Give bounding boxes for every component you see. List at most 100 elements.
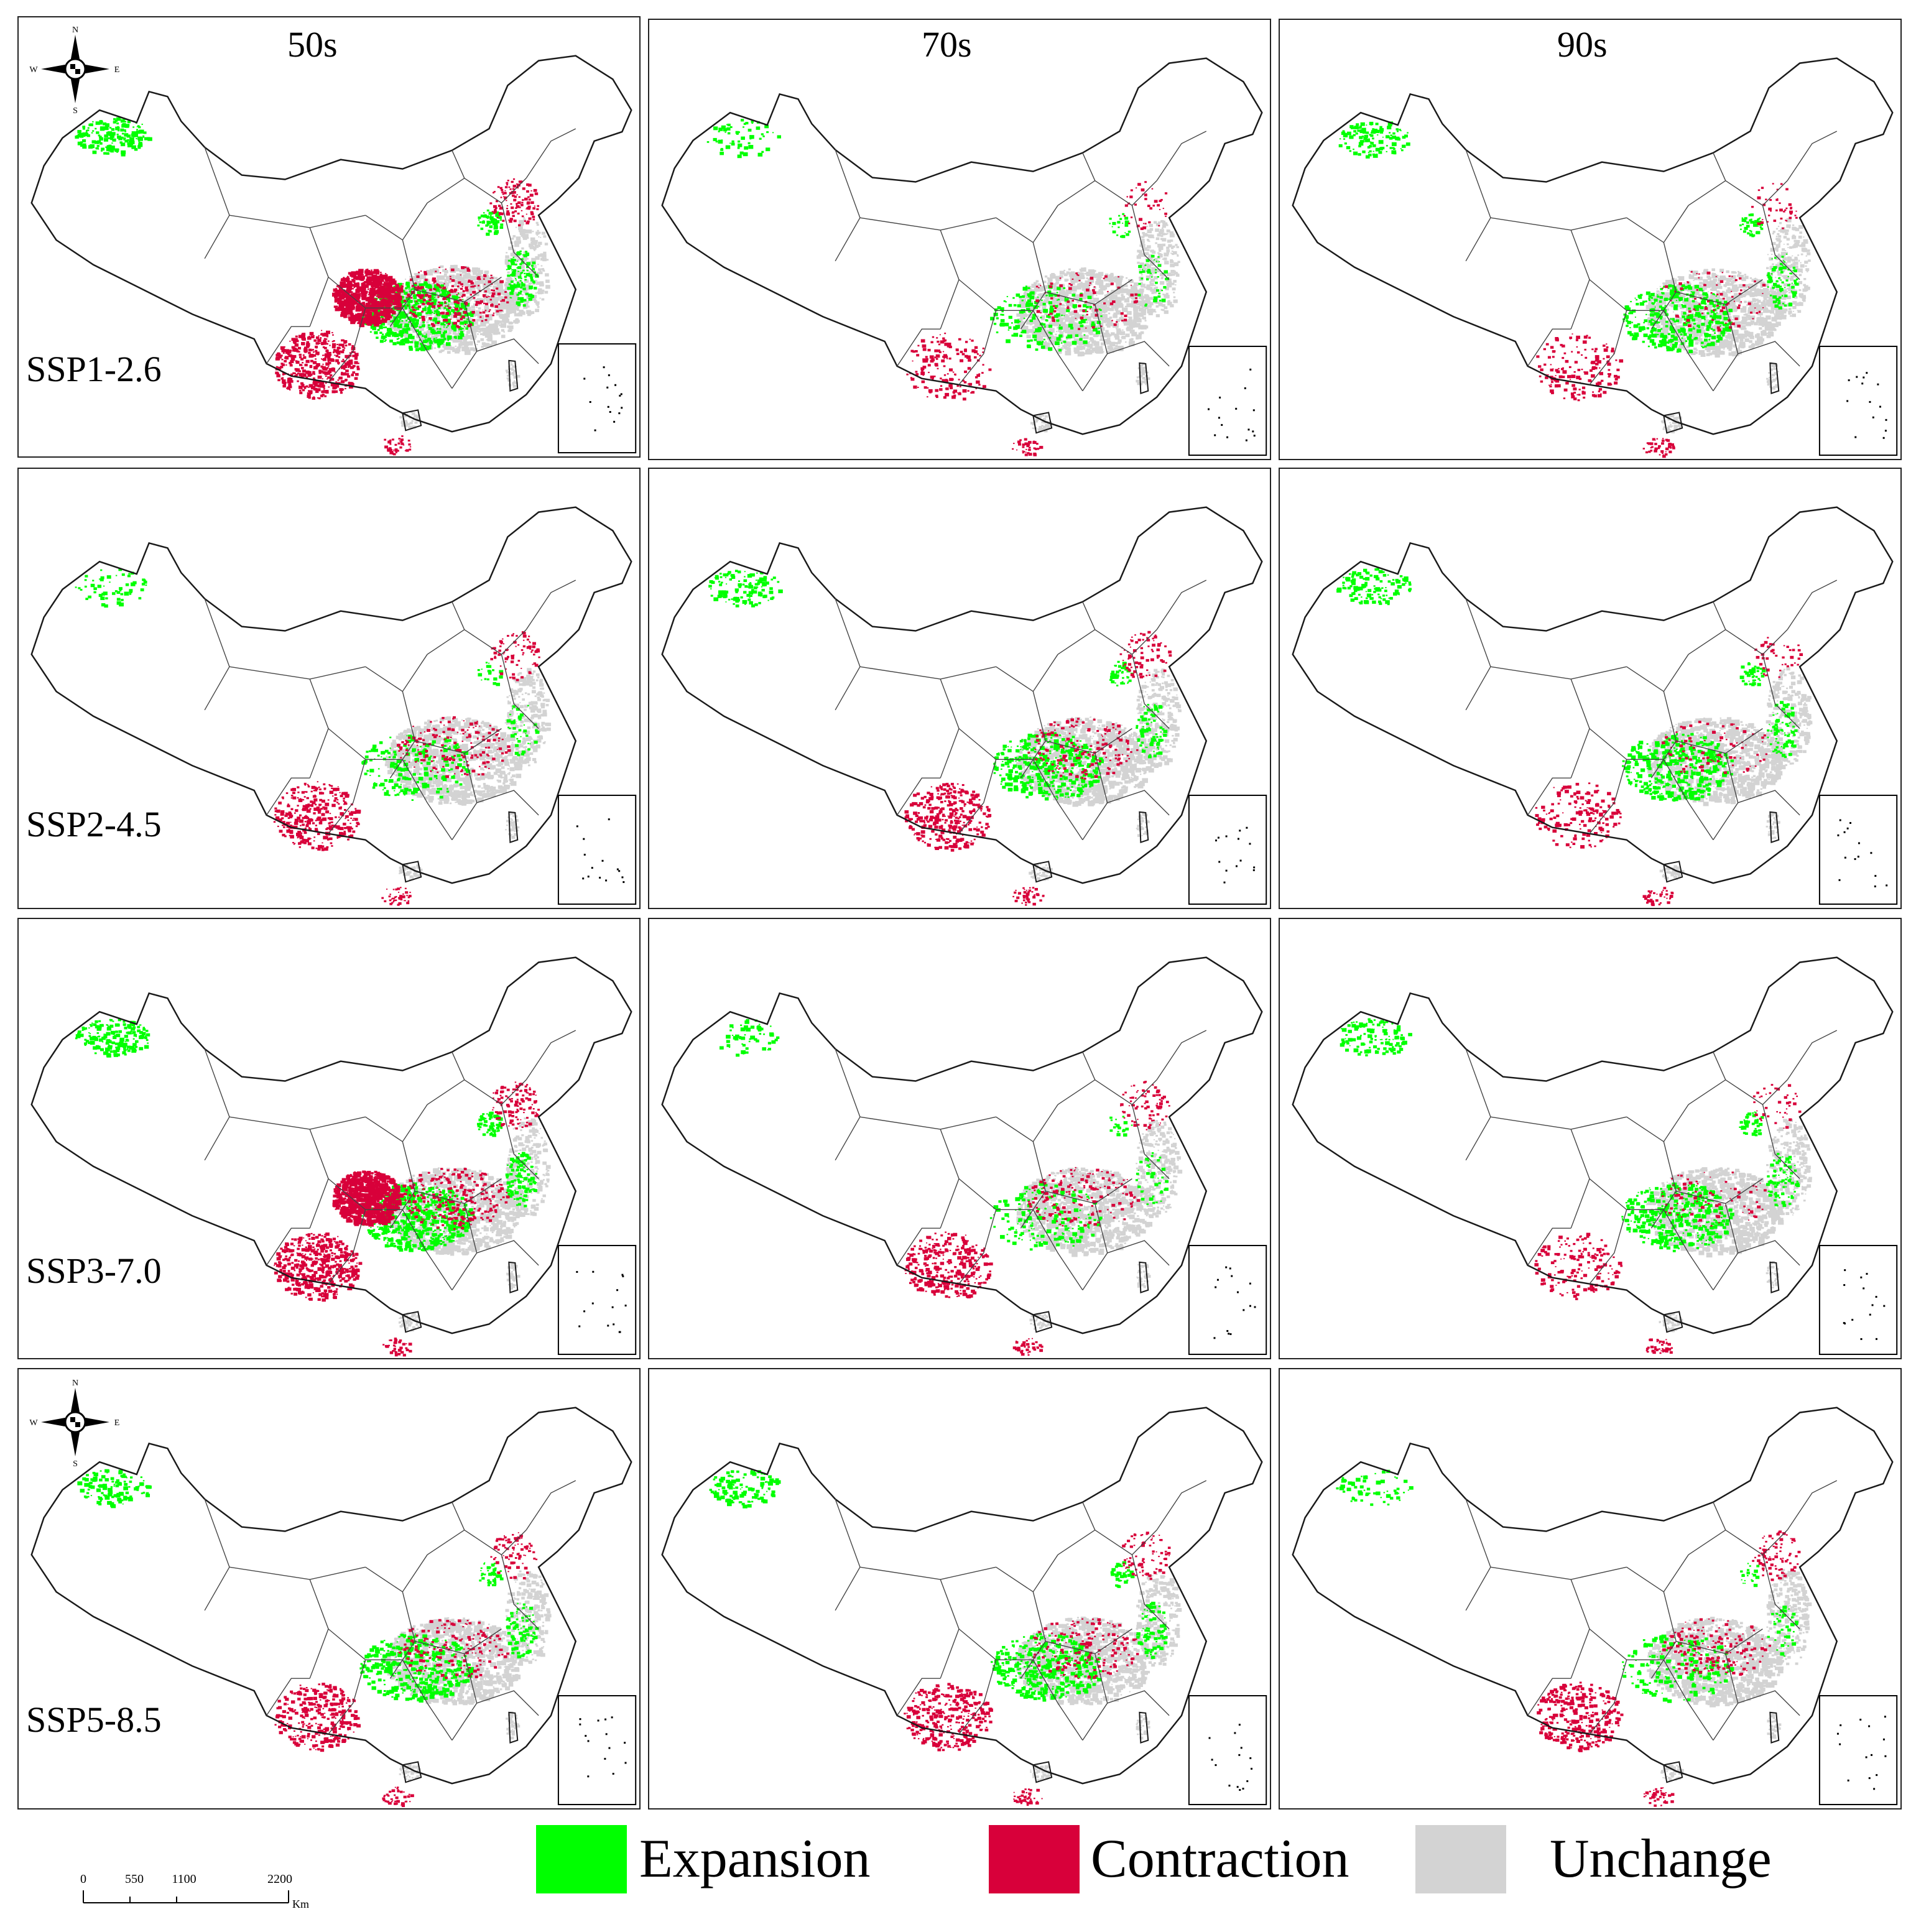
distribution-patch — [460, 302, 465, 306]
distribution-patch — [541, 231, 546, 235]
distribution-patch — [402, 320, 408, 325]
distribution-patch — [368, 294, 369, 295]
distribution-patch — [512, 292, 516, 295]
distribution-patch — [419, 292, 424, 296]
distribution-patch — [1061, 340, 1063, 342]
distribution-patch — [394, 299, 399, 303]
distribution-patch — [523, 298, 527, 302]
distribution-patch — [354, 377, 358, 380]
distribution-patch — [387, 289, 392, 293]
distribution-patch — [341, 339, 344, 342]
distribution-patch — [1078, 325, 1085, 330]
distribution-patch — [526, 284, 530, 287]
distribution-patch — [1114, 348, 1117, 351]
distribution-patch — [537, 254, 541, 257]
distribution-patch — [544, 243, 548, 246]
distribution-patch — [521, 283, 525, 287]
distribution-patch — [458, 293, 460, 295]
distribution-patch — [513, 220, 517, 223]
distribution-patch — [514, 298, 518, 302]
distribution-patch — [414, 273, 417, 275]
distribution-patch — [522, 187, 525, 190]
distribution-patch — [305, 385, 308, 388]
distribution-patch — [1156, 269, 1161, 272]
distribution-patch — [446, 313, 450, 317]
distribution-patch — [353, 285, 356, 288]
distribution-patch — [398, 331, 400, 333]
distribution-patch — [91, 140, 96, 144]
distribution-patch — [498, 279, 501, 281]
distribution-patch — [406, 413, 409, 415]
distribution-patch — [427, 330, 433, 336]
distribution-patch — [431, 339, 433, 341]
distribution-patch — [1081, 327, 1088, 333]
distribution-patch — [1068, 307, 1071, 310]
distribution-patch — [96, 131, 100, 134]
distribution-patch — [389, 287, 391, 290]
distribution-patch — [326, 352, 331, 356]
distribution-patch — [412, 304, 415, 306]
distribution-patch — [504, 314, 508, 317]
distribution-patch — [80, 144, 84, 147]
province-border — [402, 308, 453, 389]
distribution-patch — [304, 363, 308, 367]
distribution-patch — [517, 303, 521, 307]
distribution-patch — [528, 198, 531, 201]
distribution-patch — [392, 342, 397, 346]
distribution-patch — [1005, 301, 1007, 303]
distribution-patch — [538, 241, 542, 245]
distribution-patch — [125, 124, 129, 128]
distribution-patch — [1083, 325, 1088, 329]
distribution-patch — [498, 205, 501, 207]
distribution-patch — [1090, 349, 1095, 353]
distribution-patch — [494, 320, 500, 325]
distribution-patch — [1022, 313, 1025, 315]
distribution-patch — [403, 300, 407, 302]
distribution-patch — [409, 346, 413, 349]
distribution-patch — [534, 287, 537, 290]
distribution-patch — [1083, 290, 1089, 295]
distribution-patch — [1139, 253, 1143, 256]
distribution-patch — [422, 318, 425, 321]
distribution-patch — [421, 315, 425, 319]
distribution-patch — [95, 121, 100, 125]
distribution-patch — [472, 319, 476, 322]
distribution-patch — [512, 188, 515, 190]
distribution-patch — [1020, 325, 1025, 329]
distribution-patch — [335, 305, 338, 308]
distribution-patch — [1061, 314, 1063, 317]
distribution-patch — [485, 270, 489, 274]
distribution-patch — [355, 356, 358, 358]
distribution-patch — [147, 137, 150, 140]
distribution-patch — [394, 443, 397, 446]
distribution-patch — [437, 320, 441, 323]
distribution-patch — [1142, 231, 1145, 234]
distribution-patch — [1088, 317, 1090, 318]
distribution-patch — [462, 280, 466, 283]
distribution-patch — [516, 298, 521, 303]
distribution-patch — [365, 284, 368, 286]
distribution-patch — [1142, 313, 1146, 316]
distribution-patch — [539, 297, 541, 299]
distribution-patch — [354, 284, 360, 287]
distribution-patch — [290, 379, 293, 382]
distribution-patch — [1084, 272, 1086, 275]
distribution-patch — [338, 302, 343, 307]
distribution-patch — [484, 319, 488, 321]
distribution-patch — [399, 342, 403, 346]
distribution-patch — [412, 287, 416, 290]
distribution-patch — [470, 285, 473, 288]
distribution-patch — [382, 326, 386, 328]
distribution-patch — [511, 206, 514, 210]
distribution-patch — [1136, 334, 1142, 340]
distribution-patch — [132, 126, 135, 128]
distribution-patch — [395, 289, 397, 291]
island-dot — [620, 393, 622, 395]
distribution-patch — [443, 273, 447, 276]
distribution-patch — [540, 253, 545, 257]
distribution-patch — [367, 322, 373, 326]
distribution-patch — [379, 274, 385, 279]
distribution-patch — [412, 293, 415, 296]
distribution-patch — [1126, 311, 1132, 315]
distribution-patch — [347, 283, 353, 288]
